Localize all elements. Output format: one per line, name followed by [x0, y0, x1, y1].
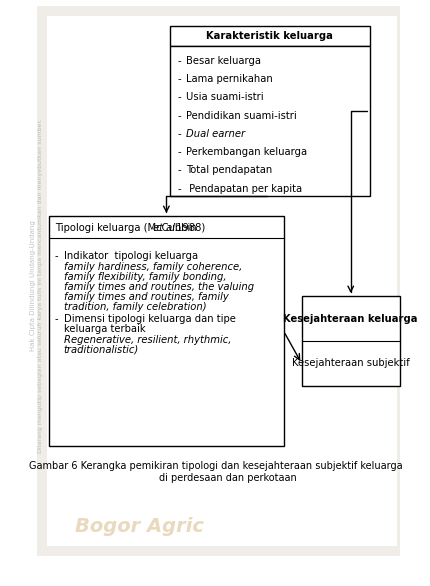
Text: family flexibility, family bonding,: family flexibility, family bonding, — [64, 272, 226, 282]
Text: -: - — [177, 147, 181, 157]
Text: Indikator  tipologi keluarga: Indikator tipologi keluarga — [64, 251, 197, 261]
Text: family times and routines, family: family times and routines, family — [64, 292, 228, 302]
Text: family hardiness, family coherence,: family hardiness, family coherence, — [64, 262, 242, 272]
Text: Hak Cipta Dilindungi Undang-Undang: Hak Cipta Dilindungi Undang-Undang — [30, 220, 36, 352]
Text: Tipologi keluarga (McCubbin: Tipologi keluarga (McCubbin — [55, 223, 199, 233]
FancyBboxPatch shape — [37, 6, 399, 556]
Text: -: - — [177, 183, 181, 194]
Text: Bogor Agric: Bogor Agric — [74, 516, 203, 536]
FancyBboxPatch shape — [49, 216, 283, 446]
Text: Karakteristik keluarga: Karakteristik keluarga — [206, 31, 332, 41]
Text: Gambar 6 Kerangka pemikiran tipologi dan kesejahteraan subjektif keluarga
      : Gambar 6 Kerangka pemikiran tipologi dan… — [28, 461, 401, 483]
Text: Dilarang mengutip sebagian atau seluruh karya tulis ini tanpa mencantumkan dan m: Dilarang mengutip sebagian atau seluruh … — [37, 119, 43, 453]
Text: -: - — [55, 251, 58, 261]
Text: Pendapatan per kapita: Pendapatan per kapita — [186, 183, 302, 194]
Text: -: - — [177, 74, 181, 84]
Text: tradition, family celebration): tradition, family celebration) — [64, 302, 206, 312]
Text: -: - — [177, 93, 181, 103]
Text: Dual earner: Dual earner — [186, 129, 245, 139]
Text: Lama pernikahan: Lama pernikahan — [186, 74, 273, 84]
FancyBboxPatch shape — [169, 26, 369, 46]
Text: keluarga terbaik: keluarga terbaik — [64, 324, 145, 334]
FancyBboxPatch shape — [47, 16, 396, 546]
Text: family times and routines, the valuing: family times and routines, the valuing — [64, 282, 253, 292]
Text: -: - — [177, 165, 181, 175]
Text: Perkembangan keluarga: Perkembangan keluarga — [186, 147, 307, 157]
Text: -: - — [177, 129, 181, 139]
Text: Total pendapatan: Total pendapatan — [186, 165, 272, 175]
Text: Kesejahteraan keluarga: Kesejahteraan keluarga — [283, 314, 417, 323]
FancyBboxPatch shape — [301, 296, 399, 386]
Text: Regenerative, resilient, rhythmic,: Regenerative, resilient, rhythmic, — [64, 335, 230, 345]
Text: Pendidikan suami-istri: Pendidikan suami-istri — [186, 111, 296, 121]
Text: Dimensi tipologi keluarga dan tipe: Dimensi tipologi keluarga dan tipe — [64, 314, 235, 324]
FancyBboxPatch shape — [169, 46, 369, 196]
Text: Kesejahteraan subjektif: Kesejahteraan subjektif — [291, 359, 408, 369]
Text: -: - — [177, 56, 181, 66]
Text: et al.: et al. — [152, 223, 177, 233]
Text: Usia suami-istri: Usia suami-istri — [186, 93, 264, 103]
Text: -: - — [177, 111, 181, 121]
Text: traditionalistic): traditionalistic) — [64, 345, 139, 355]
Text: Besar keluarga: Besar keluarga — [186, 56, 261, 66]
Text: 1988): 1988) — [172, 223, 204, 233]
Text: -: - — [55, 314, 58, 324]
